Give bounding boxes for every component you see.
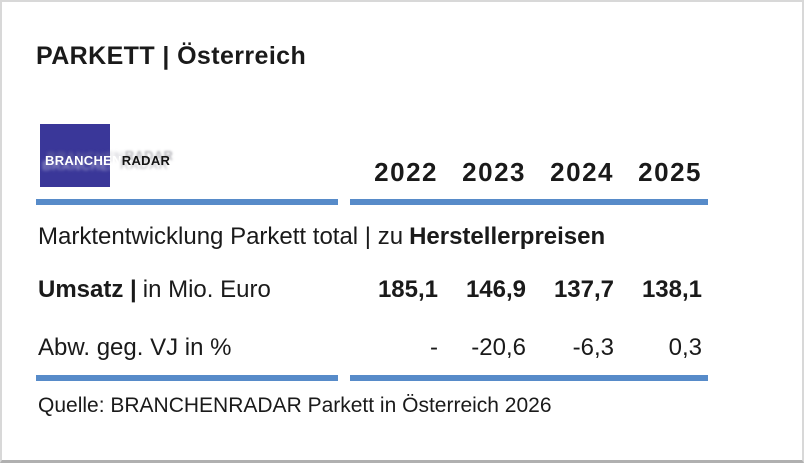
section-title-prefix: Marktentwicklung Parkett total | zu (38, 223, 404, 250)
row-label-abweichung-text: Abw. geg. VJ in % (38, 334, 232, 361)
value-cell: 138,1 (641, 276, 702, 303)
source-note: Quelle: BRANCHENRADAR Parkett in Österre… (38, 394, 552, 417)
value-cell: - (430, 334, 438, 361)
logo-text-branchen: BRANCHEN (45, 153, 122, 168)
year-header: 2023 (462, 157, 526, 187)
year-header: 2025 (638, 157, 702, 187)
row-label-umsatz-bold: Umsatz | (38, 276, 137, 303)
section-title-emphasis: Herstellerpreisen (409, 223, 606, 250)
row-label-umsatz-unit: in Mio. Euro (142, 276, 271, 303)
year-header-row: 2022 2023 2024 2025 (350, 158, 702, 186)
row-values-umsatz: 185,1 146,9 137,7 138,1 (350, 276, 702, 304)
row-values-abweichung: - -20,6 -6,3 0,3 (350, 334, 702, 362)
divider-line-bottom-left (36, 375, 338, 381)
value-cell: -6,3 (572, 334, 614, 361)
value-cell: 137,7 (553, 276, 614, 303)
divider-line-top-right (350, 199, 708, 205)
value-cell: -20,6 (471, 334, 526, 361)
divider-line-bottom-right (350, 375, 708, 381)
branchenradar-logo: BRANCHENRADAR (40, 124, 170, 187)
value-cell: 185,1 (377, 276, 438, 303)
row-label-umsatz: Umsatz | in Mio. Euro (38, 276, 271, 304)
year-header: 2024 (550, 157, 614, 187)
logo-text: BRANCHENRADAR (45, 154, 170, 167)
page-title: PARKETT | Österreich (36, 42, 307, 70)
year-header: 2022 (374, 157, 438, 187)
section-title: Marktentwicklung Parkett total | zu Herst… (38, 223, 605, 251)
value-cell: 0,3 (668, 334, 702, 361)
row-label-abweichung: Abw. geg. VJ in % (38, 334, 231, 362)
logo-text-radar: RADAR (121, 153, 171, 168)
value-cell: 146,9 (465, 276, 526, 303)
divider-line-top-left (36, 199, 338, 205)
